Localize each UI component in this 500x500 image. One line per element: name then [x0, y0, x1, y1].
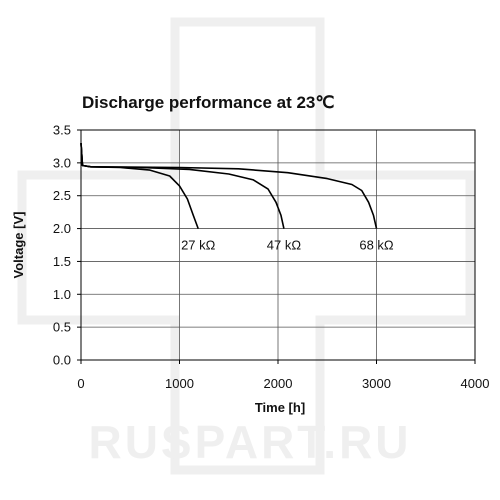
series-line	[80, 143, 378, 229]
watermark-cross	[17, 17, 475, 475]
tick-labels: 0 1000 2000 3000 4000 0.0 0.5 1.0 1.5 2.0 2.5 3.0 3.…	[53, 123, 490, 392]
y-tick-label: 2.0	[53, 221, 71, 236]
series-line	[80, 143, 285, 229]
grid	[77, 129, 476, 364]
series-lines	[80, 143, 378, 229]
plot-frame	[80, 129, 476, 361]
y-tick-label: 1.5	[53, 254, 71, 269]
series-label: 27 kΩ	[181, 238, 216, 253]
y-tick-label: 0.5	[53, 320, 71, 335]
watermark-text: RUSPART.RU	[88, 416, 411, 468]
y-tick-label: 2.5	[53, 188, 71, 203]
curve-labels: 27 kΩ 47 kΩ 68 kΩ	[181, 238, 394, 253]
x-tick-label: 3000	[362, 376, 391, 391]
x-axis-label: Time [h]	[255, 400, 305, 415]
y-axis-label: Voltage [V]	[11, 212, 26, 279]
x-tick-label: 0	[77, 376, 84, 391]
x-tick-label: 1000	[165, 376, 194, 391]
series-line	[80, 143, 199, 229]
y-tick-label: 3.5	[53, 123, 71, 138]
y-tick-label: 1.0	[53, 287, 71, 302]
chart-title: Discharge performance at 23℃	[82, 93, 334, 112]
y-tick-label: 0.0	[53, 353, 71, 368]
x-tick-label: 2000	[264, 376, 293, 391]
series-label: 68 kΩ	[359, 238, 394, 253]
x-tick-label: 4000	[461, 376, 490, 391]
y-tick-label: 3.0	[53, 155, 71, 170]
series-label: 47 kΩ	[267, 238, 302, 253]
